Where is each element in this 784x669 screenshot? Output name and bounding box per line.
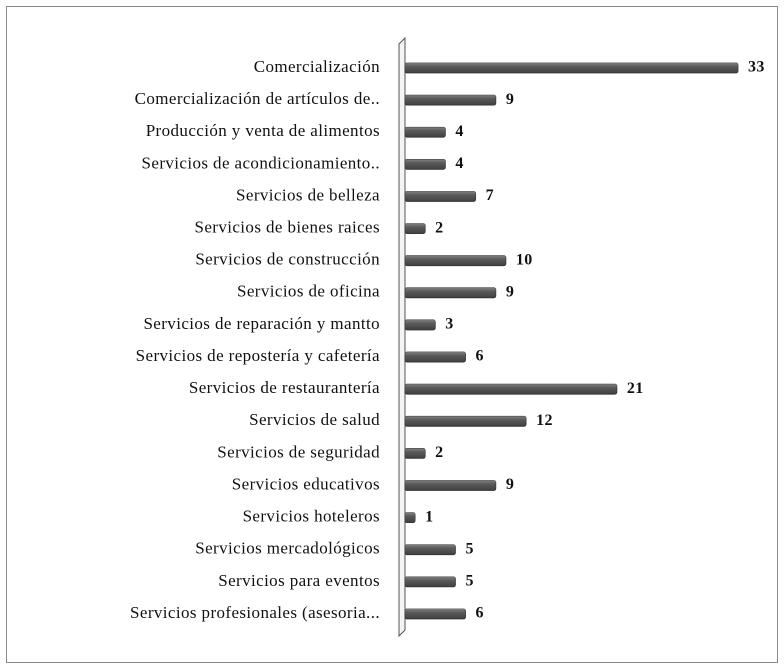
data-label: 6 [476,605,484,622]
bar-highlight [405,287,496,298]
data-label: 7 [486,187,494,204]
data-label: 4 [455,123,463,140]
y-tick-label: Servicios mercadológicos [195,539,380,558]
bar-highlight [405,95,496,106]
bar-highlight [405,448,426,459]
bar-highlight [405,127,446,138]
data-label: 9 [506,283,514,300]
y-tick-label: Servicios educativos [232,474,380,493]
bar-highlight [405,159,446,170]
bar-highlight [405,319,436,330]
y-tick-label: Comercialización de artículos de.. [135,89,380,108]
bar-highlight [405,223,426,234]
data-label: 4 [455,155,463,172]
y-tick-label: Servicios de reparación y mantto [143,314,380,333]
bar-highlight [405,191,476,202]
bar-highlight [405,480,496,491]
y-tick-label: Servicios de acondicionamiento.. [142,153,380,172]
data-label: 33 [748,59,765,76]
y-tick-label: Producción y venta de alimentos [146,121,380,140]
data-label: 21 [627,380,644,397]
data-label: 3 [445,316,453,333]
y-tick-label: Servicios hoteleros [243,507,380,526]
bar-highlight [405,63,738,73]
data-label: 2 [435,444,443,461]
bar-highlight [405,255,506,266]
data-label: 5 [465,540,473,557]
data-label: 9 [506,476,514,493]
data-label: 1 [425,508,433,525]
y-tick-label: Comercialización [254,57,380,76]
y-tick-label: Servicios de oficina [237,282,380,301]
bar-highlight [405,609,466,619]
y-tick-label: Servicios de restaurantería [189,378,380,397]
bar-highlight [405,576,456,587]
data-label: 9 [506,91,514,108]
data-label: 12 [536,412,553,429]
bar-highlight [405,384,617,395]
bar-highlight [405,512,416,523]
y-tick-label: Servicios para eventos [218,571,380,590]
y-tick-label: Servicios de seguridad [217,442,380,461]
y-tick-label: Servicios de belleza [236,185,380,204]
data-label: 2 [435,219,443,236]
data-label: 10 [516,251,533,268]
y-tick-label: Servicios profesionales (asesoria... [130,603,380,622]
bar-highlight [405,544,456,555]
bar-highlight [405,416,527,427]
data-label: 6 [476,348,484,365]
y-tick-label: Servicios de bienes raices [194,217,380,236]
y-tick-label: Servicios de repostería y cafetería [136,346,380,365]
data-label: 5 [465,573,473,590]
frame [6,6,778,663]
axis-wall [398,36,406,638]
bar-highlight [405,352,466,363]
y-tick-label: Servicios de construcción [195,250,380,269]
y-tick-label: Servicios de salud [249,410,380,429]
